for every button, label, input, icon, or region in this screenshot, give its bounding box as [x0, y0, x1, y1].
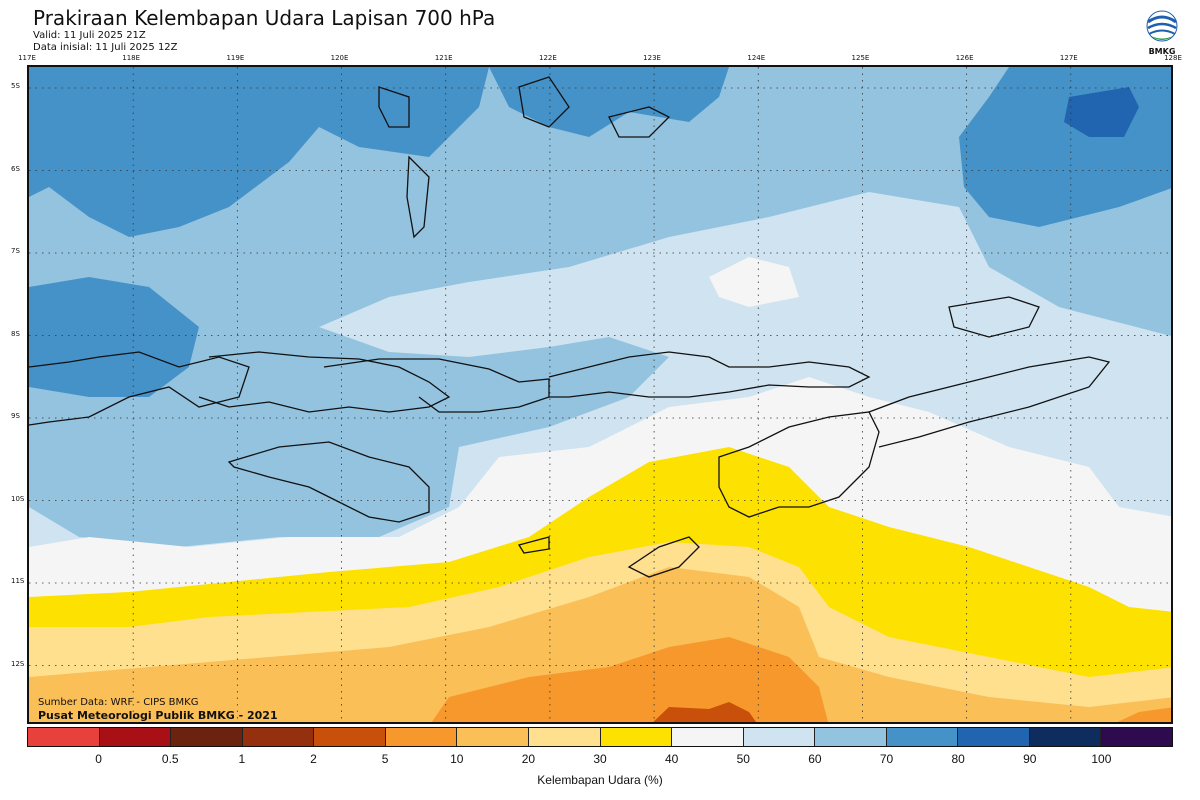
graticule [29, 67, 1171, 722]
coast-flores-west [323, 358, 550, 413]
coast-kisar-wetar [948, 296, 1040, 338]
longitude-label: 118E [122, 54, 141, 62]
colorbar-swatch [385, 728, 458, 746]
coast-sumbawa [198, 351, 451, 413]
colorbar-tick-label: 80 [951, 752, 965, 766]
colorbar-tick-label: 50 [736, 752, 750, 766]
coastlines [29, 76, 1111, 578]
colorbar-swatch [958, 728, 1030, 746]
colorbar-swatch [886, 728, 959, 746]
bmkg-logo: BMKG [1145, 8, 1179, 56]
coast-sumba [227, 441, 430, 523]
colorbar-swatch [600, 728, 673, 746]
colorbar-swatch [242, 728, 315, 746]
colorbar-tick-label: 40 [664, 752, 679, 766]
humidity-zone-20-30 [29, 567, 1171, 722]
coast-timor-west [718, 411, 880, 518]
humidity-zone-70-80-n [489, 67, 729, 137]
humidity-zone-5-10 [653, 702, 757, 722]
coast-selayar [378, 86, 410, 128]
colorbar-swatch [1029, 728, 1102, 746]
longitude-label: 128E [1164, 54, 1182, 62]
colorbar-title: Kelembapan Udara (%) [537, 773, 663, 787]
longitude-label: 119E [226, 54, 245, 62]
humidity-zone-10-20-se [1117, 707, 1171, 722]
coast-flores-east [548, 351, 871, 398]
colorbar-swatch [171, 728, 243, 746]
coast-rote [627, 536, 700, 578]
valid-time: Valid: 11 Juli 2025 21Z [33, 30, 146, 41]
coast-wakatobi [608, 106, 671, 138]
longitude-label: 122E [539, 54, 557, 62]
longitude-label: 121E [434, 54, 453, 62]
humidity-zone-70-80-nw [29, 67, 489, 237]
map-title: Prakiraan Kelembapan Udara Lapisan 700 h… [33, 6, 496, 30]
coast-sawu [517, 536, 550, 554]
colorbar-tick-label: 2 [310, 752, 317, 766]
latitude-label: 8S [11, 329, 20, 338]
humidity-zone-50-60-patch [709, 257, 799, 307]
colorbar-tick-label: 60 [808, 752, 822, 766]
colorbar-tick-label: 5 [381, 752, 389, 766]
colorbar-tick-label: 90 [1023, 752, 1037, 766]
latitude-label: 10S [11, 494, 25, 503]
longitude-label: 127E [1059, 54, 1078, 62]
latitude-label: 9S [11, 412, 20, 420]
logo-text: BMKG [1149, 47, 1176, 56]
latitude-label: 7S [11, 247, 20, 255]
coast-sumbawa-west [29, 351, 250, 426]
colorbar-tick-label: 30 [593, 752, 607, 766]
colorbar-swatch [28, 728, 100, 746]
colorbar-swatch [815, 728, 887, 746]
longitude-label: 120E [330, 54, 349, 62]
colorbar-tick-label: 0 [95, 752, 102, 766]
colorbar-swatch [457, 728, 529, 746]
colorbar-swatch [99, 728, 172, 746]
colorbar-swatch [672, 728, 744, 746]
longitude-label: 126E [955, 54, 974, 62]
coast-island-north [406, 155, 430, 239]
coast-buton [518, 76, 570, 128]
colorbar-swatch [528, 728, 601, 746]
humidity-zone-70-80-w [29, 277, 199, 397]
colorbar-swatch [1101, 728, 1172, 746]
init-time: Data inisial: 11 Juli 2025 12Z [33, 42, 178, 53]
humidity-colorbar [27, 727, 1173, 747]
data-source-label: Sumber Data: WRF - CIPS BMKG [38, 697, 199, 708]
colorbar-tick-label: 20 [521, 752, 536, 766]
colorbar-tick-label: 10 [450, 752, 464, 766]
publisher-label: Pusat Meteorologi Publik BMKG - 2021 [38, 709, 278, 722]
colorbar-swatch [314, 728, 386, 746]
coast-timor-east [868, 356, 1111, 448]
colorbar-swatch [743, 728, 816, 746]
latitude-label: 11S [11, 577, 25, 585]
latitude-label: 12S [11, 659, 25, 668]
humidity-zone-10-20 [431, 637, 828, 722]
longitude-label: 117E [18, 54, 36, 62]
longitude-label: 123E [643, 54, 661, 62]
colorbar-tick-label: 1 [238, 752, 246, 766]
longitude-label: 125E [851, 54, 870, 62]
longitude-label: 124E [747, 54, 766, 62]
humidity-zone-80-90-ne [1064, 87, 1139, 137]
colorbar-tick-label: 70 [879, 752, 894, 766]
colorbar-tick-label: 0.5 [161, 752, 179, 766]
latitude-label: 5S [11, 82, 20, 90]
latitude-label: 6S [11, 164, 20, 173]
humidity-map [27, 65, 1173, 724]
colorbar-tick-label: 100 [1091, 752, 1112, 766]
